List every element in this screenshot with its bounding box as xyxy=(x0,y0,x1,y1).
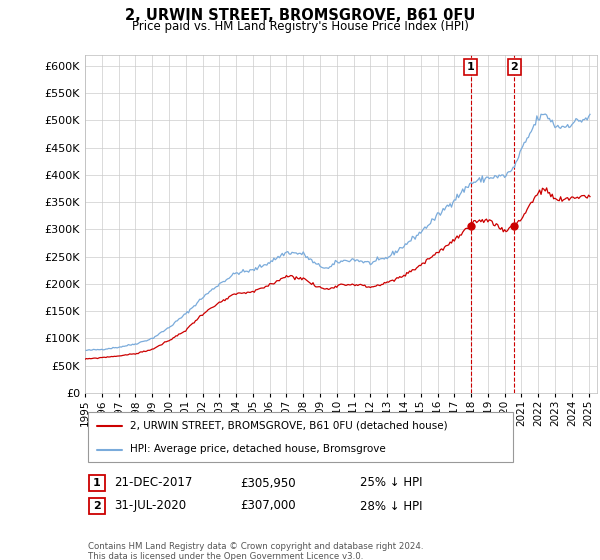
Text: 21-DEC-2017: 21-DEC-2017 xyxy=(114,477,193,489)
Text: 25% ↓ HPI: 25% ↓ HPI xyxy=(360,477,422,489)
FancyBboxPatch shape xyxy=(89,498,105,514)
FancyBboxPatch shape xyxy=(89,475,105,491)
Text: Contains HM Land Registry data © Crown copyright and database right 2024.
This d: Contains HM Land Registry data © Crown c… xyxy=(88,542,424,560)
Text: 28% ↓ HPI: 28% ↓ HPI xyxy=(360,500,422,512)
Text: 1: 1 xyxy=(93,478,101,488)
Text: 1: 1 xyxy=(467,62,475,72)
Text: 2, URWIN STREET, BROMSGROVE, B61 0FU (detached house): 2, URWIN STREET, BROMSGROVE, B61 0FU (de… xyxy=(131,421,448,431)
Text: 2: 2 xyxy=(93,501,101,511)
Text: HPI: Average price, detached house, Bromsgrove: HPI: Average price, detached house, Brom… xyxy=(131,445,386,455)
Text: 2, URWIN STREET, BROMSGROVE, B61 0FU: 2, URWIN STREET, BROMSGROVE, B61 0FU xyxy=(125,8,475,24)
Text: £307,000: £307,000 xyxy=(240,500,296,512)
Text: £305,950: £305,950 xyxy=(240,477,296,489)
Text: Price paid vs. HM Land Registry's House Price Index (HPI): Price paid vs. HM Land Registry's House … xyxy=(131,20,469,32)
FancyBboxPatch shape xyxy=(88,412,513,462)
Text: 2: 2 xyxy=(511,62,518,72)
Text: 31-JUL-2020: 31-JUL-2020 xyxy=(114,500,186,512)
